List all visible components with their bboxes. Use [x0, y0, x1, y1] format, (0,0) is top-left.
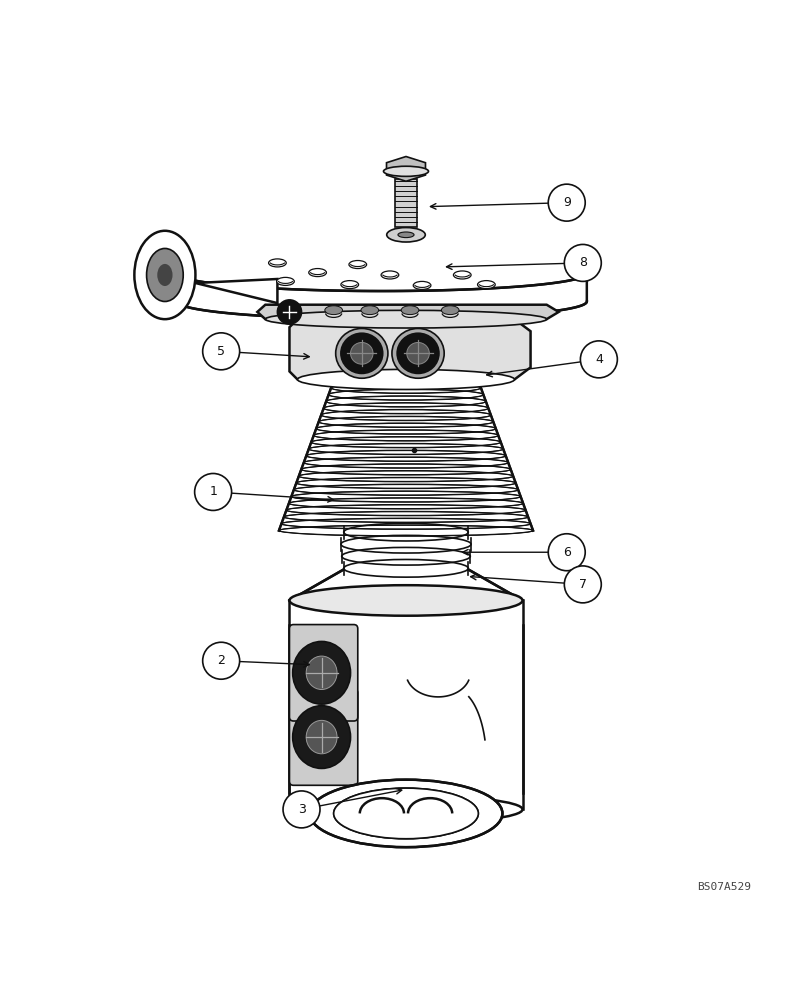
- Ellipse shape: [341, 281, 358, 289]
- Ellipse shape: [281, 517, 530, 524]
- Polygon shape: [257, 305, 558, 319]
- Ellipse shape: [311, 435, 500, 442]
- Ellipse shape: [277, 277, 294, 285]
- FancyBboxPatch shape: [289, 689, 358, 785]
- Ellipse shape: [453, 271, 470, 279]
- Ellipse shape: [294, 483, 517, 490]
- Circle shape: [283, 791, 320, 828]
- Ellipse shape: [265, 310, 546, 328]
- Ellipse shape: [350, 342, 372, 364]
- Ellipse shape: [297, 369, 514, 389]
- Circle shape: [564, 244, 601, 281]
- Ellipse shape: [324, 306, 342, 315]
- Polygon shape: [177, 301, 586, 319]
- Ellipse shape: [401, 306, 418, 315]
- Text: 9: 9: [562, 196, 570, 209]
- Ellipse shape: [333, 788, 478, 839]
- Circle shape: [580, 341, 616, 378]
- Ellipse shape: [341, 333, 382, 373]
- Ellipse shape: [383, 166, 428, 176]
- Text: BS07A529: BS07A529: [697, 882, 751, 892]
- Text: 2: 2: [217, 654, 225, 667]
- Ellipse shape: [441, 306, 458, 315]
- Polygon shape: [177, 273, 586, 319]
- Ellipse shape: [286, 503, 525, 510]
- Ellipse shape: [296, 476, 515, 483]
- Ellipse shape: [289, 795, 522, 823]
- FancyBboxPatch shape: [289, 625, 358, 721]
- Ellipse shape: [341, 535, 470, 553]
- Ellipse shape: [319, 415, 492, 422]
- Ellipse shape: [308, 269, 326, 277]
- Ellipse shape: [289, 497, 522, 503]
- Text: 7: 7: [578, 578, 586, 591]
- Polygon shape: [279, 381, 532, 531]
- Ellipse shape: [380, 271, 398, 279]
- Ellipse shape: [292, 641, 350, 704]
- Ellipse shape: [321, 408, 490, 415]
- Ellipse shape: [157, 264, 172, 286]
- Ellipse shape: [147, 248, 183, 301]
- Text: 5: 5: [217, 345, 225, 358]
- Polygon shape: [289, 600, 522, 809]
- Circle shape: [195, 473, 231, 510]
- Circle shape: [547, 534, 585, 571]
- Polygon shape: [289, 568, 522, 600]
- Text: 6: 6: [562, 546, 570, 559]
- Ellipse shape: [343, 523, 468, 541]
- Circle shape: [203, 642, 239, 679]
- Ellipse shape: [324, 401, 487, 408]
- Polygon shape: [289, 319, 530, 379]
- Ellipse shape: [386, 228, 425, 242]
- Ellipse shape: [328, 388, 483, 395]
- Ellipse shape: [335, 328, 388, 378]
- Ellipse shape: [477, 281, 495, 289]
- Ellipse shape: [292, 706, 350, 768]
- Ellipse shape: [308, 442, 503, 449]
- Ellipse shape: [316, 422, 495, 429]
- Ellipse shape: [406, 342, 429, 364]
- Ellipse shape: [361, 306, 378, 315]
- Ellipse shape: [291, 490, 520, 497]
- Ellipse shape: [413, 281, 431, 289]
- Ellipse shape: [343, 559, 468, 577]
- Ellipse shape: [306, 449, 505, 456]
- Polygon shape: [195, 279, 277, 303]
- Ellipse shape: [397, 333, 439, 373]
- Ellipse shape: [303, 456, 508, 463]
- Ellipse shape: [397, 232, 414, 238]
- Ellipse shape: [326, 395, 485, 401]
- Polygon shape: [386, 157, 425, 181]
- Ellipse shape: [331, 381, 480, 388]
- Circle shape: [547, 184, 585, 221]
- Polygon shape: [394, 179, 417, 227]
- Circle shape: [203, 333, 239, 370]
- Ellipse shape: [284, 510, 527, 517]
- Text: 4: 4: [594, 353, 602, 366]
- Ellipse shape: [309, 780, 502, 847]
- Ellipse shape: [279, 524, 532, 531]
- Circle shape: [564, 566, 601, 603]
- Text: 3: 3: [297, 803, 305, 816]
- Ellipse shape: [268, 259, 286, 267]
- Ellipse shape: [134, 231, 195, 319]
- Ellipse shape: [306, 720, 337, 754]
- Text: 1: 1: [209, 485, 217, 498]
- Ellipse shape: [306, 656, 337, 690]
- Ellipse shape: [392, 328, 444, 378]
- Ellipse shape: [349, 261, 367, 269]
- Circle shape: [277, 300, 301, 324]
- Ellipse shape: [298, 469, 513, 476]
- Ellipse shape: [301, 463, 510, 469]
- Ellipse shape: [313, 429, 498, 435]
- Ellipse shape: [289, 585, 522, 616]
- Ellipse shape: [333, 375, 478, 387]
- Ellipse shape: [341, 547, 470, 565]
- Text: 8: 8: [578, 256, 586, 269]
